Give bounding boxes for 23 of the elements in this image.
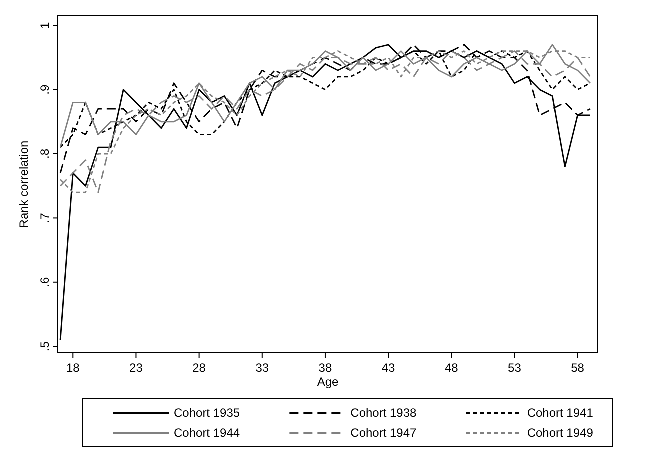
legend-label: Cohort 1935 xyxy=(174,406,240,420)
y-tick-label: 1 xyxy=(38,22,52,29)
x-tick-label: 23 xyxy=(130,361,144,375)
x-tick-label: 28 xyxy=(192,361,206,375)
legend-label: Cohort 1949 xyxy=(527,426,594,440)
x-axis-title: Age xyxy=(317,375,339,389)
y-tick-label: .7 xyxy=(38,212,52,224)
x-tick-label: 43 xyxy=(382,361,396,375)
x-tick-label: 18 xyxy=(66,361,80,375)
y-axis-title: Rank correlation xyxy=(17,140,31,228)
legend-label: Cohort 1944 xyxy=(174,426,240,440)
x-tick-label: 33 xyxy=(256,361,270,375)
legend-label: Cohort 1938 xyxy=(350,406,418,420)
y-tick-label: .9 xyxy=(38,84,52,95)
y-tick-label: .8 xyxy=(38,148,52,160)
y-tick-label: .5 xyxy=(38,341,52,352)
y-tick-label: .6 xyxy=(38,277,52,288)
legend-label: Cohort 1947 xyxy=(350,426,418,440)
x-tick-label: 53 xyxy=(508,361,522,375)
x-tick-label: 38 xyxy=(318,361,332,375)
x-tick-label: 48 xyxy=(444,361,459,375)
legend-label: Cohort 1941 xyxy=(527,406,594,420)
x-tick-label: 58 xyxy=(571,361,585,375)
